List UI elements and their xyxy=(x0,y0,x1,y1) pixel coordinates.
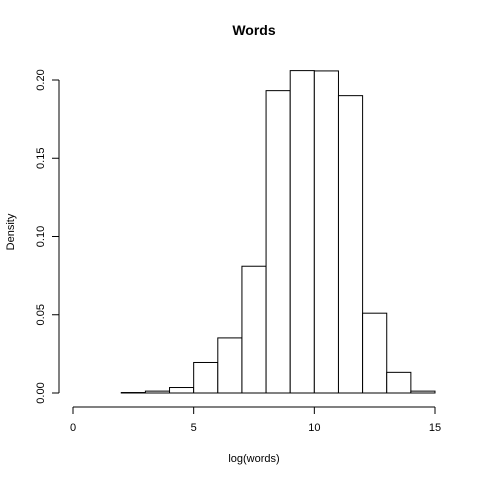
y-axis-label: Density xyxy=(5,213,17,250)
histogram-bar xyxy=(218,338,242,393)
x-axis: 0 5 10 15 xyxy=(70,407,441,434)
x-axis-label: log(words) xyxy=(228,453,279,465)
x-tick-label: 0 xyxy=(70,422,76,434)
histogram-bar xyxy=(338,96,362,393)
histogram-bar xyxy=(266,91,290,393)
histogram-bar xyxy=(363,313,387,393)
x-tick-label: 10 xyxy=(308,422,320,434)
histogram-bar xyxy=(242,266,266,393)
histogram-bar xyxy=(387,372,411,393)
y-tick-label: 0.00 xyxy=(35,382,47,403)
histogram-bar xyxy=(314,71,338,393)
histogram-bar xyxy=(290,71,314,393)
x-tick-label: 15 xyxy=(429,422,441,434)
y-tick-label: 0.05 xyxy=(35,304,47,325)
chart-title: Words xyxy=(232,22,276,38)
y-axis: 0.00 0.05 0.10 0.15 0.20 xyxy=(35,69,59,403)
histogram-bar xyxy=(411,391,435,393)
histogram-bar xyxy=(194,362,218,393)
histogram-bar xyxy=(170,388,194,393)
y-tick-label: 0.15 xyxy=(35,148,47,169)
y-tick-label: 0.20 xyxy=(35,69,47,90)
bars-group xyxy=(121,71,435,393)
histogram-bar xyxy=(145,391,169,393)
y-tick-label: 0.10 xyxy=(35,226,47,247)
x-tick-label: 5 xyxy=(191,422,197,434)
